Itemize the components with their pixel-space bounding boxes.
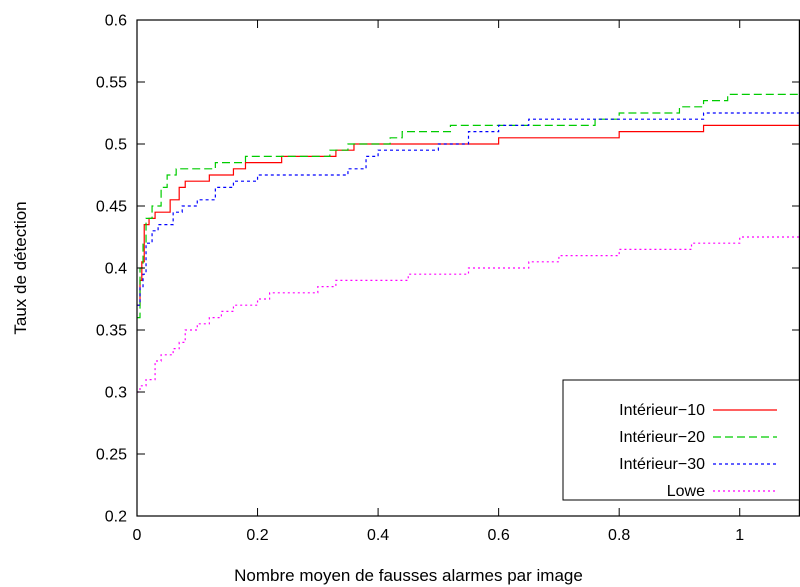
series-line — [137, 236, 800, 393]
x-tick-label: 0.6 — [488, 527, 510, 544]
x-axis-label: Nombre moyen de fausses alarmes par imag… — [234, 566, 583, 585]
x-tick-label: 0.8 — [608, 527, 630, 544]
y-tick-label: 0.4 — [105, 261, 127, 278]
ticks-layer: 0 0.2 0.4 0.6 0.8 1 0.2 0.25 0.3 0.35 0.4 0.45 0.5 0.… — [96, 13, 800, 544]
x-tick-label: 1 — [735, 527, 744, 544]
x-tick-label: 0 — [133, 527, 142, 544]
legend-label: Intérieur−10 — [619, 402, 705, 419]
x-tick-label: 0.4 — [367, 527, 389, 544]
y-tick-label: 0.5 — [105, 137, 127, 154]
y-tick-label: 0.25 — [96, 447, 127, 464]
series-line — [137, 112, 800, 306]
y-tick-label: 0.6 — [105, 13, 127, 30]
x-tick-label: 0.2 — [246, 527, 268, 544]
series-layer — [137, 93, 800, 393]
legend-box — [562, 379, 800, 501]
y-tick-label: 0.45 — [96, 199, 127, 216]
legend-label: Intérieur−30 — [619, 456, 705, 473]
y-tick-label: 0.2 — [105, 509, 127, 526]
y-axis-label: Taux de détection — [11, 201, 30, 334]
legend: Intérieur−10 Intérieur−20 Intérieur−30 Lowe — [562, 379, 800, 501]
legend-label: Intérieur−20 — [619, 429, 705, 446]
series-line — [137, 93, 800, 319]
y-tick-label: 0.3 — [105, 385, 127, 402]
y-tick-label: 0.55 — [96, 75, 127, 92]
legend-label: Lowe — [667, 483, 705, 500]
series-line — [137, 124, 800, 306]
y-tick-label: 0.35 — [96, 323, 127, 340]
